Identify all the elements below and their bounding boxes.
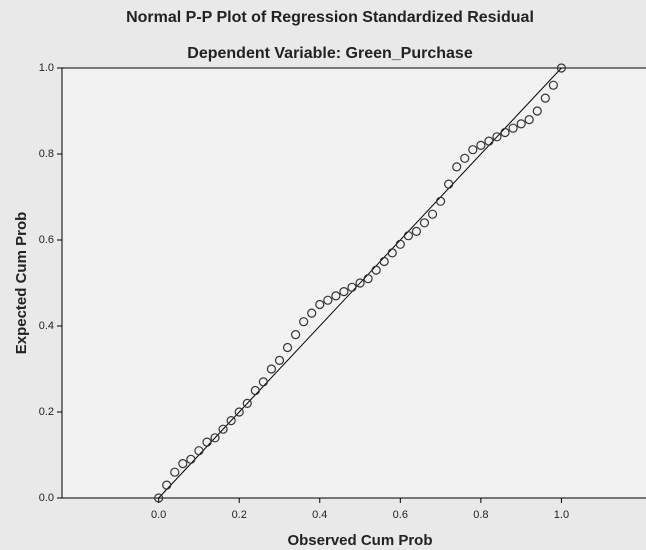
point: [476, 140, 486, 150]
point: [162, 480, 172, 490]
point: [234, 407, 244, 417]
point: [371, 265, 381, 275]
chart-title: Normal P-P Plot of Regression Standardiz…: [126, 9, 534, 26]
point: [315, 299, 325, 310]
point: [411, 226, 422, 236]
point: [492, 132, 502, 142]
chart-subtitle: Dependent Variable: Green_Purchase: [187, 45, 473, 62]
point: [282, 342, 293, 353]
y-tick-label: 0.0: [39, 492, 54, 504]
point: [444, 179, 454, 189]
point: [186, 454, 196, 464]
y-tick-label: 0.2: [39, 406, 54, 418]
point: [178, 459, 188, 469]
point: [242, 398, 252, 408]
point: [452, 162, 462, 172]
point: [274, 355, 285, 365]
y-tick-label: 0.6: [39, 234, 54, 246]
point: [218, 424, 228, 434]
y-axis-label: Expected Cum Prob: [13, 212, 30, 355]
point: [170, 467, 180, 477]
point: [202, 437, 212, 447]
y-tick-label: 0.4: [39, 320, 54, 332]
plot-area: [62, 68, 646, 498]
point: [379, 256, 389, 267]
point: [331, 291, 341, 301]
x-tick-label: 0.8: [473, 509, 488, 521]
point: [210, 433, 220, 443]
point: [355, 278, 365, 288]
point: [363, 274, 373, 284]
point: [468, 145, 478, 155]
x-tick-label: 0.0: [151, 509, 166, 521]
point: [347, 282, 357, 292]
point: [548, 80, 558, 90]
point: [250, 385, 260, 396]
x-tick-label: 0.2: [232, 509, 247, 521]
point: [226, 416, 236, 426]
point: [460, 153, 470, 163]
point: [427, 209, 438, 219]
point: [258, 377, 268, 387]
x-axis-label: Observed Cum Prob: [287, 532, 432, 549]
point: [508, 123, 518, 133]
point: [266, 364, 277, 374]
point: [419, 218, 430, 228]
point: [291, 330, 301, 340]
point: [532, 106, 542, 116]
point: [500, 127, 510, 138]
x-tick-label: 0.6: [393, 509, 408, 521]
point: [435, 196, 446, 206]
point: [194, 446, 204, 456]
y-tick-label: 1.0: [39, 62, 54, 74]
point: [524, 114, 534, 125]
point: [556, 63, 567, 73]
point: [339, 287, 349, 297]
y-tick-label: 0.8: [39, 148, 54, 160]
point: [484, 136, 494, 146]
point: [516, 119, 526, 129]
x-tick-label: 0.4: [312, 509, 327, 521]
point: [387, 248, 397, 258]
point: [403, 231, 413, 241]
point: [307, 308, 317, 318]
x-tick-label: 1.0: [554, 509, 569, 521]
point: [299, 317, 309, 327]
point: [395, 239, 405, 249]
point: [540, 93, 550, 103]
point: [154, 493, 164, 503]
point: [323, 295, 333, 305]
